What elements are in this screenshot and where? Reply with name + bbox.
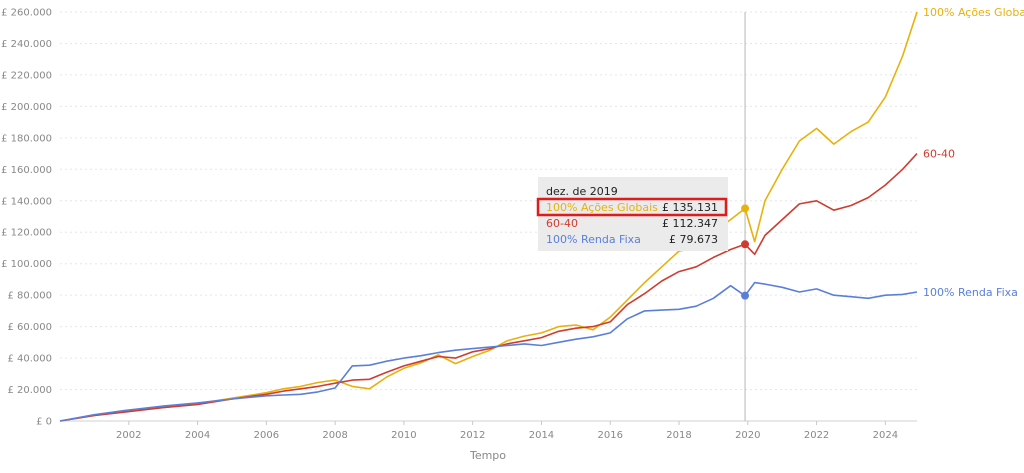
- grid-layer: [60, 11, 917, 391]
- y-tick-label: £ 100.000: [1, 259, 52, 270]
- x-tick-label: 2006: [254, 430, 279, 441]
- series-end-label: 60-40: [923, 148, 955, 161]
- y-tick-label: £ 20.000: [7, 385, 52, 396]
- series-end-label: 100% Renda Fixa: [923, 286, 1018, 299]
- x-axis-title: Tempo: [469, 449, 506, 462]
- series-line-60-40: [59, 153, 918, 422]
- x-tick-label: 2020: [735, 430, 760, 441]
- x-tick-label: 2002: [116, 430, 141, 441]
- x-tick-label: 2018: [666, 430, 691, 441]
- x-tick-label: 2004: [185, 430, 210, 441]
- crosshair-layer: [741, 12, 750, 421]
- tooltip-row-label: 100% Ações Globais: [546, 201, 658, 214]
- y-tick-label: £ 220.000: [1, 70, 52, 81]
- x-tick-label: 2024: [873, 430, 898, 441]
- axes-layer: £ 0 £ 20.000 £ 40.000 £ 60.000 £ 80.000 £ 100…: [1, 8, 917, 462]
- y-tick-label: £ 80.000: [7, 291, 52, 302]
- x-tick-label: 2010: [391, 430, 416, 441]
- y-tick-label: £ 40.000: [7, 354, 52, 365]
- y-tick-label: £ 140.000: [1, 196, 52, 207]
- tooltip-row-value: £ 112.347: [662, 217, 718, 230]
- tooltip-row-value: £ 79.673: [669, 233, 718, 246]
- y-tick-label: £ 200.000: [1, 102, 52, 113]
- crosshair-marker-100-acoes-globais: [741, 204, 750, 213]
- tooltip-title: dez. de 2019: [546, 185, 618, 198]
- y-tick-label: £ 240.000: [1, 39, 52, 50]
- tooltip: dez. de 2019 100% Ações Globais £ 135.131 6…: [536, 177, 728, 251]
- x-tick-label: 2022: [804, 430, 829, 441]
- highlight-box: [536, 197, 728, 217]
- y-tick-label: £ 60.000: [7, 322, 52, 333]
- y-tick-label: £ 180.000: [1, 133, 52, 144]
- series-line-100-acoes-globais: [59, 11, 918, 422]
- y-tick-label: £ 160.000: [1, 165, 52, 176]
- series-line-100-renda-fixa: [59, 281, 918, 422]
- tooltip-row-value: £ 135.131: [662, 201, 718, 214]
- crosshair-marker-60-40: [741, 240, 750, 249]
- y-tick-label: £ 120.000: [1, 228, 52, 239]
- x-tick-label: 2008: [322, 430, 347, 441]
- y-tick-label: £ 0: [36, 417, 52, 428]
- x-tick-label: 2016: [598, 430, 623, 441]
- labels-layer: 100% Ações Globais 60-40 100% Renda Fixa: [923, 6, 1024, 299]
- x-tick-label: 2014: [529, 430, 554, 441]
- y-tick-label: £ 260.000: [1, 8, 52, 19]
- x-tick-label: 2012: [460, 430, 485, 441]
- crosshair-marker-100-renda-fixa: [741, 291, 750, 300]
- series-layer: [59, 11, 918, 422]
- tooltip-row-label: 100% Renda Fixa: [546, 233, 641, 246]
- series-end-label: 100% Ações Globais: [923, 6, 1024, 19]
- tooltip-row-label: 60-40: [546, 217, 578, 230]
